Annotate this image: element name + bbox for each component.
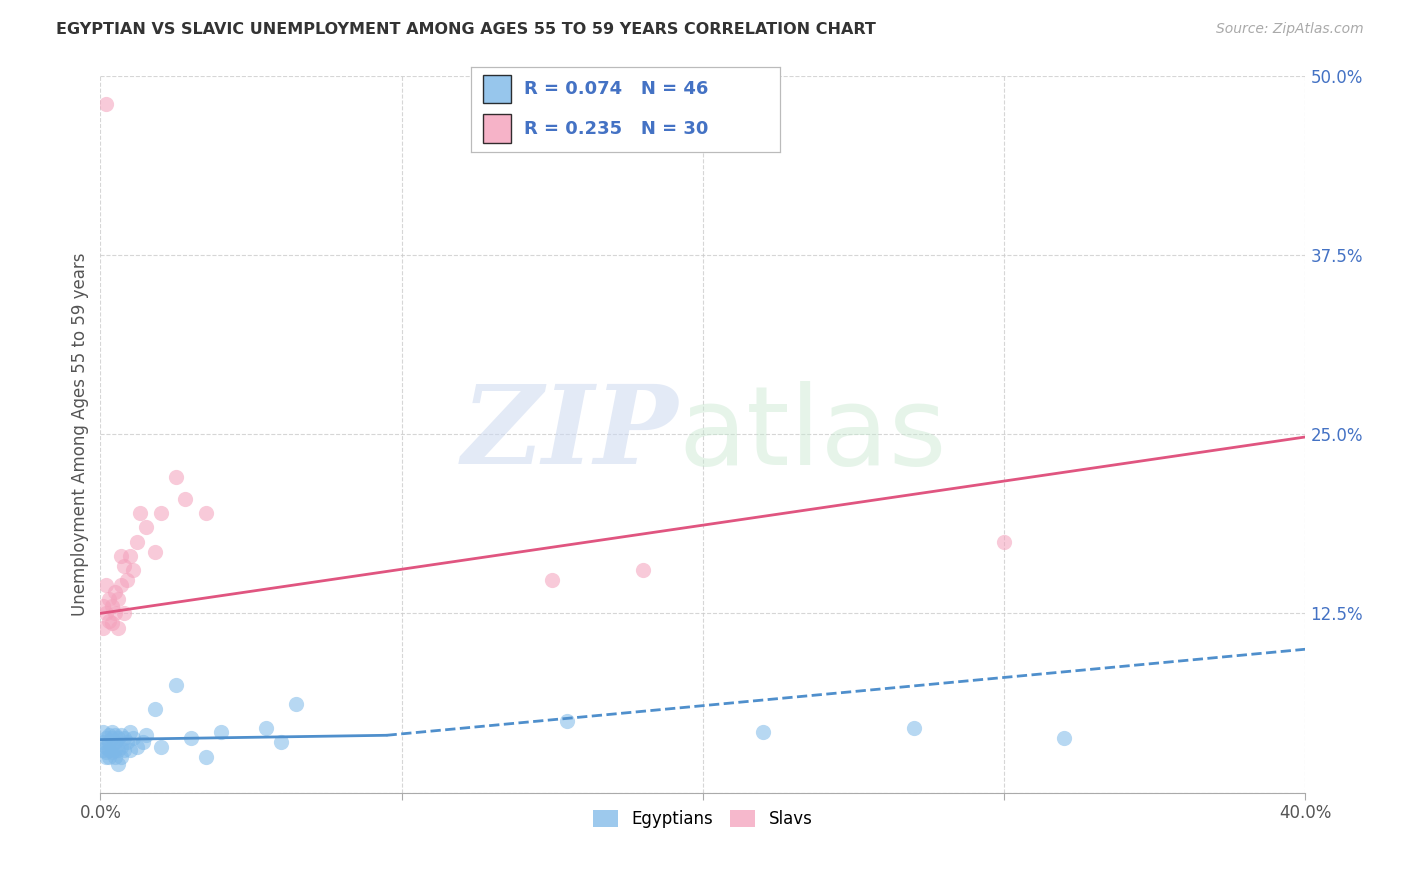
- Point: [110, 739, 132, 754]
- Point: [104, 735, 127, 749]
- Point: [131, 735, 153, 749]
- Point: [122, 563, 145, 577]
- Point: [125, 534, 148, 549]
- Text: EGYPTIAN VS SLAVIC UNEMPLOYMENT AMONG AGES 55 TO 59 YEARS CORRELATION CHART: EGYPTIAN VS SLAVIC UNEMPLOYMENT AMONG AG…: [56, 22, 876, 37]
- Point: [93, 599, 115, 614]
- Point: [96, 577, 118, 591]
- Point: [101, 746, 124, 760]
- Point: [114, 559, 136, 574]
- Point: [114, 742, 136, 756]
- Point: [107, 592, 129, 607]
- Point: [104, 742, 127, 756]
- Point: [752, 725, 775, 739]
- Point: [107, 621, 129, 635]
- Point: [173, 491, 195, 506]
- Text: atlas: atlas: [679, 381, 948, 488]
- Point: [125, 739, 148, 754]
- Point: [180, 731, 202, 746]
- FancyBboxPatch shape: [484, 114, 512, 143]
- Point: [107, 742, 129, 756]
- Point: [110, 577, 132, 591]
- Legend: Egyptians, Slavs: Egyptians, Slavs: [586, 803, 820, 835]
- Point: [165, 470, 187, 484]
- Point: [149, 739, 172, 754]
- Point: [114, 607, 136, 621]
- Point: [194, 749, 217, 764]
- Point: [165, 678, 187, 692]
- Point: [93, 725, 115, 739]
- Text: Source: ZipAtlas.com: Source: ZipAtlas.com: [1216, 22, 1364, 37]
- Point: [110, 728, 132, 742]
- Point: [101, 731, 124, 746]
- Point: [96, 749, 118, 764]
- Point: [903, 721, 925, 735]
- Point: [98, 749, 121, 764]
- Point: [101, 725, 124, 739]
- Point: [98, 614, 121, 628]
- Point: [101, 599, 124, 614]
- Point: [993, 534, 1015, 549]
- Point: [117, 574, 139, 588]
- Point: [96, 731, 118, 746]
- Point: [107, 731, 129, 746]
- Point: [555, 714, 578, 728]
- Point: [541, 574, 564, 588]
- Point: [96, 739, 118, 754]
- Point: [120, 742, 142, 756]
- Point: [107, 756, 129, 771]
- Point: [98, 742, 121, 756]
- Point: [93, 742, 115, 756]
- Point: [98, 735, 121, 749]
- Point: [285, 697, 308, 711]
- FancyBboxPatch shape: [484, 75, 512, 103]
- Point: [104, 749, 127, 764]
- Point: [143, 702, 166, 716]
- Point: [104, 585, 127, 599]
- Point: [110, 749, 132, 764]
- Point: [254, 721, 277, 735]
- Point: [96, 746, 118, 760]
- Point: [149, 506, 172, 520]
- Point: [120, 549, 142, 563]
- Point: [122, 731, 145, 746]
- Point: [101, 616, 124, 631]
- Point: [104, 728, 127, 742]
- Point: [93, 735, 115, 749]
- Point: [209, 725, 232, 739]
- Point: [104, 607, 127, 621]
- Point: [96, 97, 118, 112]
- Point: [135, 520, 157, 534]
- Point: [135, 728, 157, 742]
- Point: [270, 735, 292, 749]
- Point: [117, 735, 139, 749]
- Point: [96, 607, 118, 621]
- Text: R = 0.074   N = 46: R = 0.074 N = 46: [523, 80, 709, 98]
- Point: [110, 549, 132, 563]
- Point: [1053, 731, 1076, 746]
- Point: [128, 506, 150, 520]
- Text: ZIP: ZIP: [463, 380, 679, 488]
- Point: [194, 506, 217, 520]
- Point: [143, 544, 166, 558]
- Point: [631, 563, 654, 577]
- Point: [120, 725, 142, 739]
- Y-axis label: Unemployment Among Ages 55 to 59 years: Unemployment Among Ages 55 to 59 years: [72, 252, 89, 615]
- Text: R = 0.235   N = 30: R = 0.235 N = 30: [523, 120, 709, 137]
- Point: [98, 592, 121, 607]
- Point: [93, 621, 115, 635]
- Point: [114, 731, 136, 746]
- Point: [98, 728, 121, 742]
